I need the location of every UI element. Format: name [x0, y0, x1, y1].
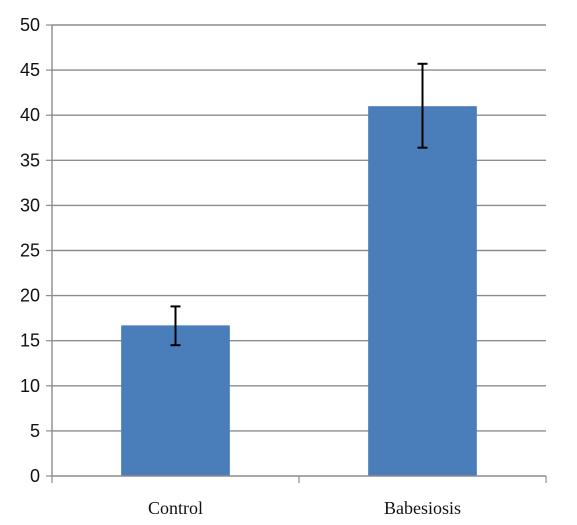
- y-tick-label: 30: [20, 195, 40, 215]
- y-tick-label: 40: [20, 105, 40, 125]
- y-tick-label: 15: [20, 331, 40, 351]
- bar-control: [121, 325, 230, 476]
- y-tick-label: 50: [20, 15, 40, 35]
- y-tick-label: 5: [30, 421, 40, 441]
- y-tick-label: 25: [20, 241, 40, 261]
- y-tick-label: 45: [20, 60, 40, 80]
- y-tick-label: 20: [20, 286, 40, 306]
- error-bars: [170, 62, 428, 347]
- x-tick-label-control: Control: [148, 498, 203, 518]
- y-tick-label: 10: [20, 376, 40, 396]
- bars: [121, 106, 477, 477]
- y-tick-label: 0: [30, 466, 40, 486]
- bar-babesiosis: [368, 106, 477, 477]
- x-tick-labels: Control Babesiosis: [148, 498, 461, 518]
- y-tick-label: 35: [20, 150, 40, 170]
- y-tick-labels: 0 5 10 15 20 25 30 35 40 45 50: [20, 15, 40, 486]
- x-tick-label-babesiosis: Babesiosis: [384, 498, 461, 518]
- axes: [46, 24, 547, 483]
